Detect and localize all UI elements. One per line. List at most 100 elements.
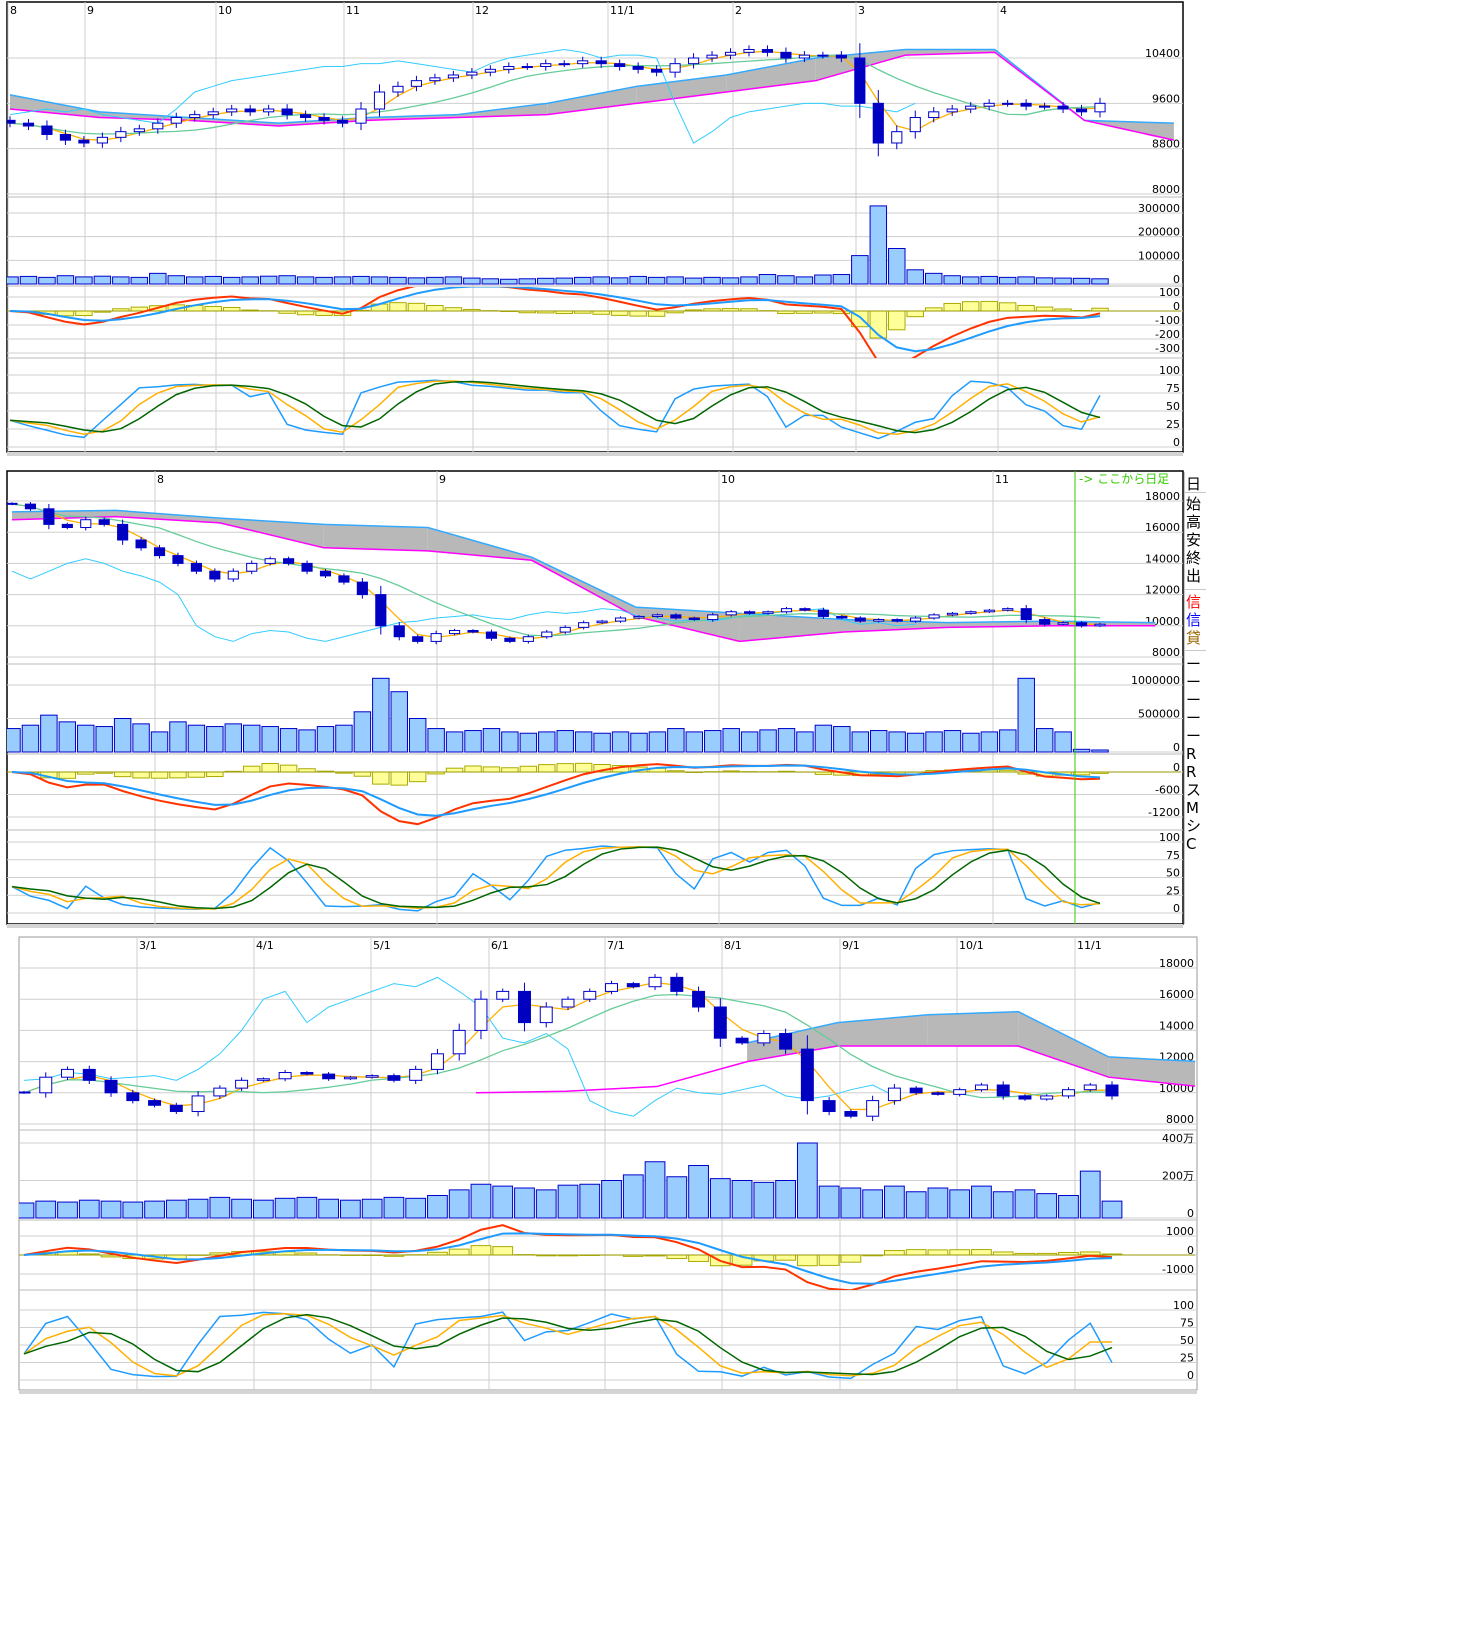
candle-down [872, 102, 884, 144]
candle-down [670, 614, 682, 619]
candle-down [61, 523, 73, 529]
volume-bar [224, 723, 243, 753]
candle-down [779, 1033, 793, 1050]
candle-up [648, 976, 662, 988]
volume-bar [316, 726, 335, 753]
candle-up [466, 71, 478, 76]
side-panel-label: 信 [1186, 593, 1202, 611]
candle-down [387, 1075, 401, 1081]
price-tick-label: 14000 [1145, 552, 1180, 565]
candle-up [39, 1076, 53, 1094]
volume-bar [622, 1174, 644, 1219]
price-tick-label: 18000 [1145, 490, 1180, 503]
candle-up [61, 1068, 75, 1078]
candle-up [873, 619, 885, 622]
macd-histogram-bar [75, 310, 93, 317]
volume-bar [999, 729, 1017, 753]
price-tick-label: 10400 [1145, 47, 1180, 60]
stochastic-slow-line [23, 1313, 1113, 1376]
candle-up [965, 105, 977, 110]
x-tick-label: 11 [346, 4, 360, 17]
horizontal-scrollbar[interactable] [7, 452, 1183, 456]
price-area [7, 43, 1175, 157]
side-panel-divider [1185, 492, 1206, 493]
volume-bar [722, 728, 740, 753]
macd-histogram-bar [408, 771, 427, 783]
candle-down [24, 503, 37, 510]
macd-histogram-bar [296, 310, 315, 316]
volume-bar [206, 726, 224, 753]
macd-histogram-bar [574, 762, 593, 773]
macd-histogram-bar [1017, 304, 1035, 312]
volume-bar [132, 723, 150, 753]
side-panel-label: ー [1186, 673, 1202, 691]
cloud-span-b-line [9, 51, 1175, 141]
x-tick-label: 12 [475, 4, 489, 17]
cloud-segment [115, 510, 220, 523]
candle-down [172, 555, 184, 564]
volume-bar [518, 278, 537, 285]
candle-up [974, 1084, 988, 1091]
volume-bar [296, 276, 315, 285]
stoch-tick-label: 50 [1166, 867, 1180, 880]
cloud-segment [739, 613, 844, 642]
candle-down [800, 1048, 814, 1102]
volume-bar [962, 732, 980, 753]
volume-bar [113, 718, 132, 753]
x-tick-label: 11/1 [1077, 939, 1102, 952]
macd-signal-line [23, 1232, 1113, 1285]
volume-bar [688, 1165, 709, 1219]
volume-bar [150, 731, 169, 753]
candle-down [844, 1111, 858, 1117]
price-tick-label: 12000 [1145, 584, 1180, 597]
cloud-span-b-line [475, 1045, 1195, 1094]
candle-up [226, 108, 238, 113]
volume-bar [998, 276, 1017, 285]
horizontal-scrollbar[interactable] [7, 924, 1183, 928]
stochastic-area [9, 379, 1101, 440]
volume-bar [862, 1189, 884, 1219]
candle-down [338, 575, 350, 583]
macd-histogram-bar [470, 1245, 492, 1256]
volume-bar [1054, 277, 1072, 285]
candle-up [115, 131, 127, 138]
x-tick-label: 10/1 [959, 939, 984, 952]
volume-tick-label: 400万 [1162, 1132, 1194, 1145]
volume-area [7, 677, 1109, 753]
volume-bar [574, 731, 593, 753]
volume-bar [573, 276, 592, 285]
candle-up [474, 998, 488, 1031]
volume-bar [869, 205, 888, 285]
macd-tick-label: 0 [1173, 761, 1180, 774]
candle-down [822, 1100, 836, 1113]
candle-down [82, 1068, 96, 1081]
candle-down [931, 1092, 945, 1095]
candle-up [263, 108, 275, 113]
x-tick-label: 4 [1000, 4, 1007, 17]
volume-bar [167, 275, 186, 285]
candle-up [707, 614, 719, 621]
volume-bar [666, 276, 684, 285]
macd-histogram-bar [169, 771, 187, 779]
candle-up [983, 102, 995, 107]
volume-bar [501, 731, 519, 753]
candle-down [104, 1079, 118, 1094]
volume-bar [557, 1184, 579, 1219]
volume-bar [731, 1180, 753, 1219]
candle-down [1105, 1084, 1119, 1097]
volume-bar [318, 1198, 340, 1219]
x-tick-label: 5/1 [373, 939, 391, 952]
candle-up [496, 990, 510, 1000]
panel-frame [6, 470, 1184, 925]
volume-bar [93, 275, 112, 285]
stochastic-k-line [23, 1311, 1113, 1380]
x-tick-label: 3/1 [139, 939, 157, 952]
candle-down [504, 637, 516, 642]
horizontal-scrollbar[interactable] [19, 1390, 1197, 1394]
candle-up [452, 1029, 466, 1055]
volume-bar [980, 731, 999, 753]
volume-bar [481, 278, 500, 285]
macd-tick-label: 1000 [1166, 1225, 1194, 1238]
volume-area [7, 205, 1109, 285]
x-tick-label: 9/1 [842, 939, 860, 952]
